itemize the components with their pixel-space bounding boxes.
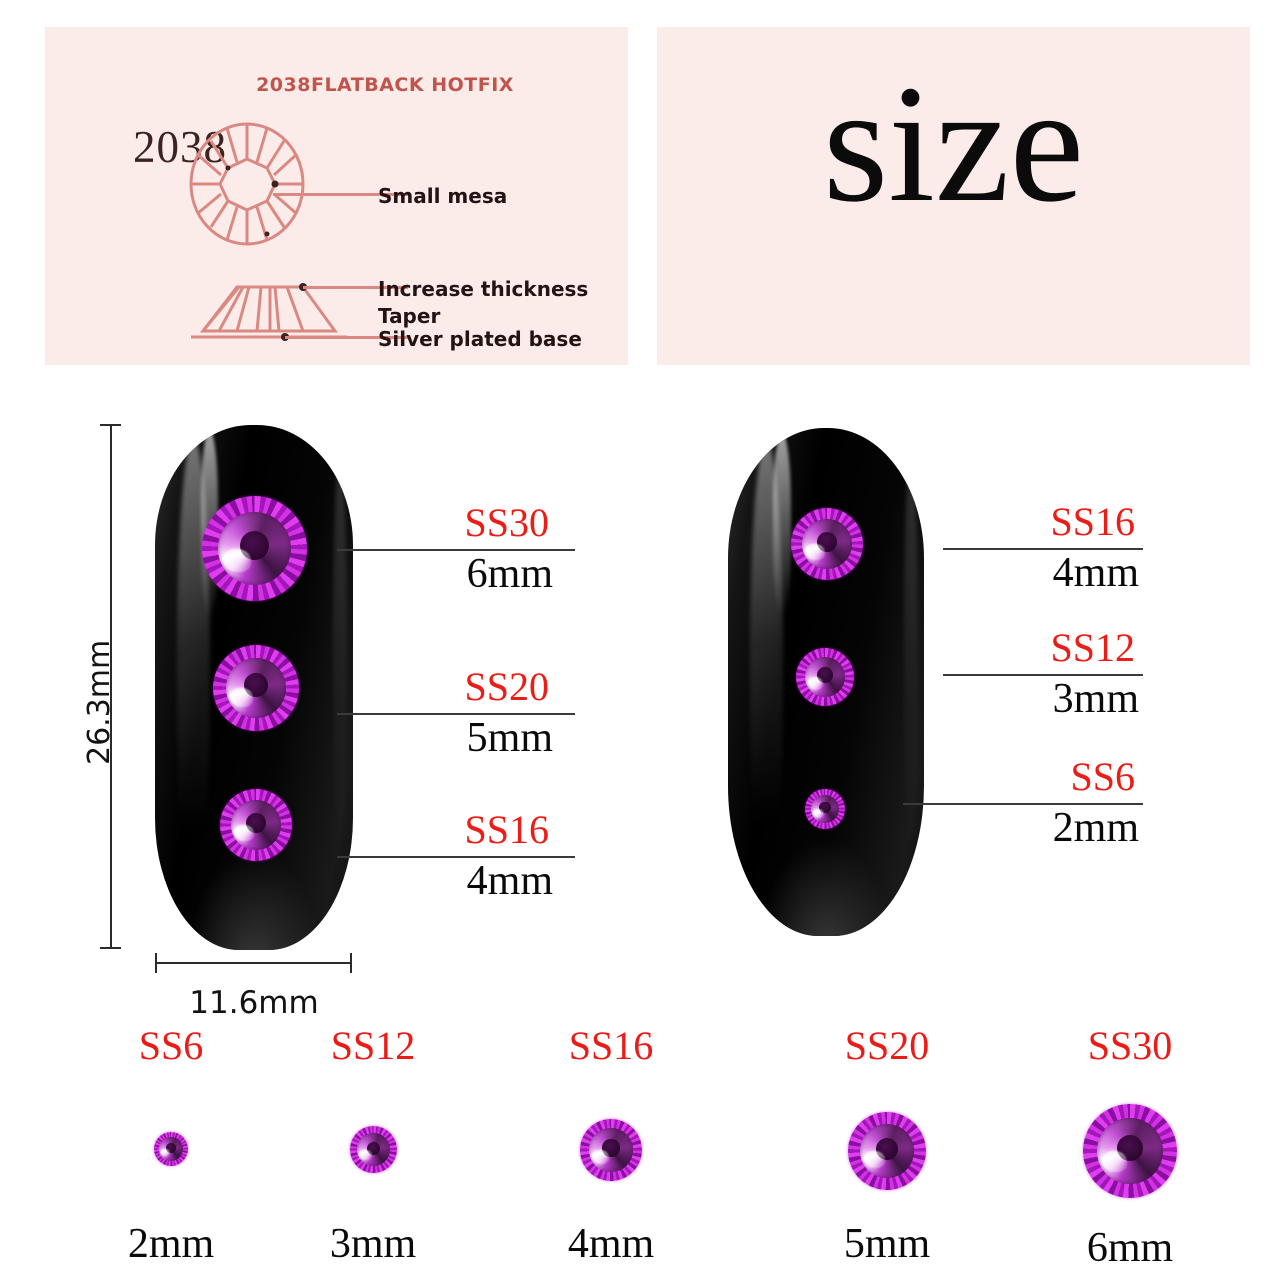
callout-ss-label: SS12 [1050, 625, 1136, 670]
callout-taper: Taper [378, 304, 441, 328]
height-dimension-label: 26.3mm [82, 639, 117, 765]
size-swatch-ss30: SS30 6mm [1055, 1026, 1205, 1271]
stone-glint [805, 544, 825, 560]
stone-glint [160, 1149, 170, 1157]
size-swatch-ss6: SS6 2mm [96, 1026, 246, 1271]
size-swatch-ss20: SS20 5mm [812, 1026, 962, 1271]
callout-ss-label: SS30 [464, 500, 550, 545]
width-dimension-line [155, 962, 352, 964]
callout-small-mesa: Small mesa [378, 184, 508, 208]
nail-gloss-spark [773, 433, 791, 616]
swatch-ss-label: SS16 [568, 1023, 654, 1068]
rhinestone-ss12-on-nail-right [796, 648, 854, 706]
callout-ss-label: SS16 [464, 807, 550, 852]
width-dimension-tick-right [350, 953, 352, 973]
height-dimension-line [110, 424, 112, 949]
rhinestone-ss20-on-nail [213, 645, 299, 731]
lead-line-silver-plated-base [285, 336, 408, 339]
nail-edge-sheen [904, 458, 919, 865]
swatch-ss-label: SS6 [138, 1023, 204, 1068]
callout-ss-label: SS16 [1050, 499, 1136, 544]
flatback-top-view-diagram [189, 122, 305, 246]
stone-glint [230, 688, 254, 707]
stone-glint [1101, 1151, 1128, 1172]
rhinestone-ss16-on-nail [220, 789, 292, 861]
rhinestone-sample [154, 1132, 188, 1166]
rhinestone-sample [848, 1112, 926, 1190]
swatch-mm-label: 4mm [567, 1221, 655, 1267]
callout-ss-label: SS6 [1070, 754, 1136, 799]
width-dimension-label: 11.6mm [189, 985, 319, 1021]
swatch-ss-label: SS12 [330, 1023, 416, 1068]
size-title-panel [657, 27, 1250, 365]
callout-mm-label: 2mm [1052, 805, 1139, 851]
stone-glint [234, 825, 254, 841]
callout-rule [337, 856, 575, 858]
panel-title: 2038FLATBACK HOTFIX [256, 74, 514, 96]
callout-rule [943, 674, 1143, 676]
swatch-ss-label: SS30 [1087, 1023, 1173, 1068]
callout-rule [337, 713, 575, 715]
swatch-mm-label: 3mm [329, 1221, 417, 1267]
callout-rule [943, 548, 1143, 550]
height-dimension-tick-bottom [100, 947, 121, 949]
rhinestone-sample [350, 1126, 397, 1173]
rhinestone-ss6-on-nail-right [805, 789, 845, 829]
swatch-mm-label: 5mm [843, 1221, 931, 1267]
nail-edge-sheen [333, 456, 348, 877]
stone-center [819, 802, 831, 814]
swatch-mm-label: 2mm [127, 1221, 215, 1267]
lead-line-small-mesa [273, 193, 408, 196]
callout-mm-label: 4mm [466, 858, 553, 904]
callout-mm-label: 3mm [1052, 676, 1139, 722]
stone-glint [592, 1150, 610, 1164]
rhinestone-ss16-on-nail-right [791, 508, 863, 580]
rhinestone-sample [580, 1119, 642, 1181]
lead-line-increase-thickness [303, 286, 408, 289]
flatback-side-view-diagram [191, 283, 347, 341]
rhinestone-sample [1083, 1104, 1177, 1198]
width-dimension-tick-left [155, 953, 157, 973]
stone-glint [813, 809, 824, 818]
callout-ss-label: SS20 [464, 664, 550, 709]
rhinestone-ss30-on-nail [202, 496, 307, 601]
height-dimension-tick-top [100, 424, 121, 426]
callout-rule [903, 803, 1143, 805]
swatch-ss-label: SS20 [844, 1023, 930, 1068]
stone-glint [807, 677, 824, 690]
size-swatch-ss12: SS12 3mm [298, 1026, 448, 1271]
product-diagram-panel: 2038FLATBACK HOTFIX 2038 [45, 27, 628, 365]
callout-rule [337, 549, 575, 551]
size-heading: size [822, 51, 1085, 237]
swatch-mm-label: 6mm [1086, 1225, 1174, 1271]
callout-mm-label: 6mm [466, 551, 553, 597]
stone-glint [359, 1149, 373, 1160]
callout-increase-thickness: Increase thickness [378, 277, 589, 301]
callout-mm-label: 4mm [1052, 550, 1139, 596]
callout-mm-label: 5mm [466, 715, 553, 761]
stone-glint [863, 1151, 885, 1169]
stone-center [166, 1143, 176, 1153]
callout-silver-plated-base: Silver plated base [378, 327, 582, 351]
size-swatch-ss16: SS16 4mm [536, 1026, 686, 1271]
stone-glint [223, 548, 252, 572]
product-code-label: 2038 [133, 122, 227, 172]
